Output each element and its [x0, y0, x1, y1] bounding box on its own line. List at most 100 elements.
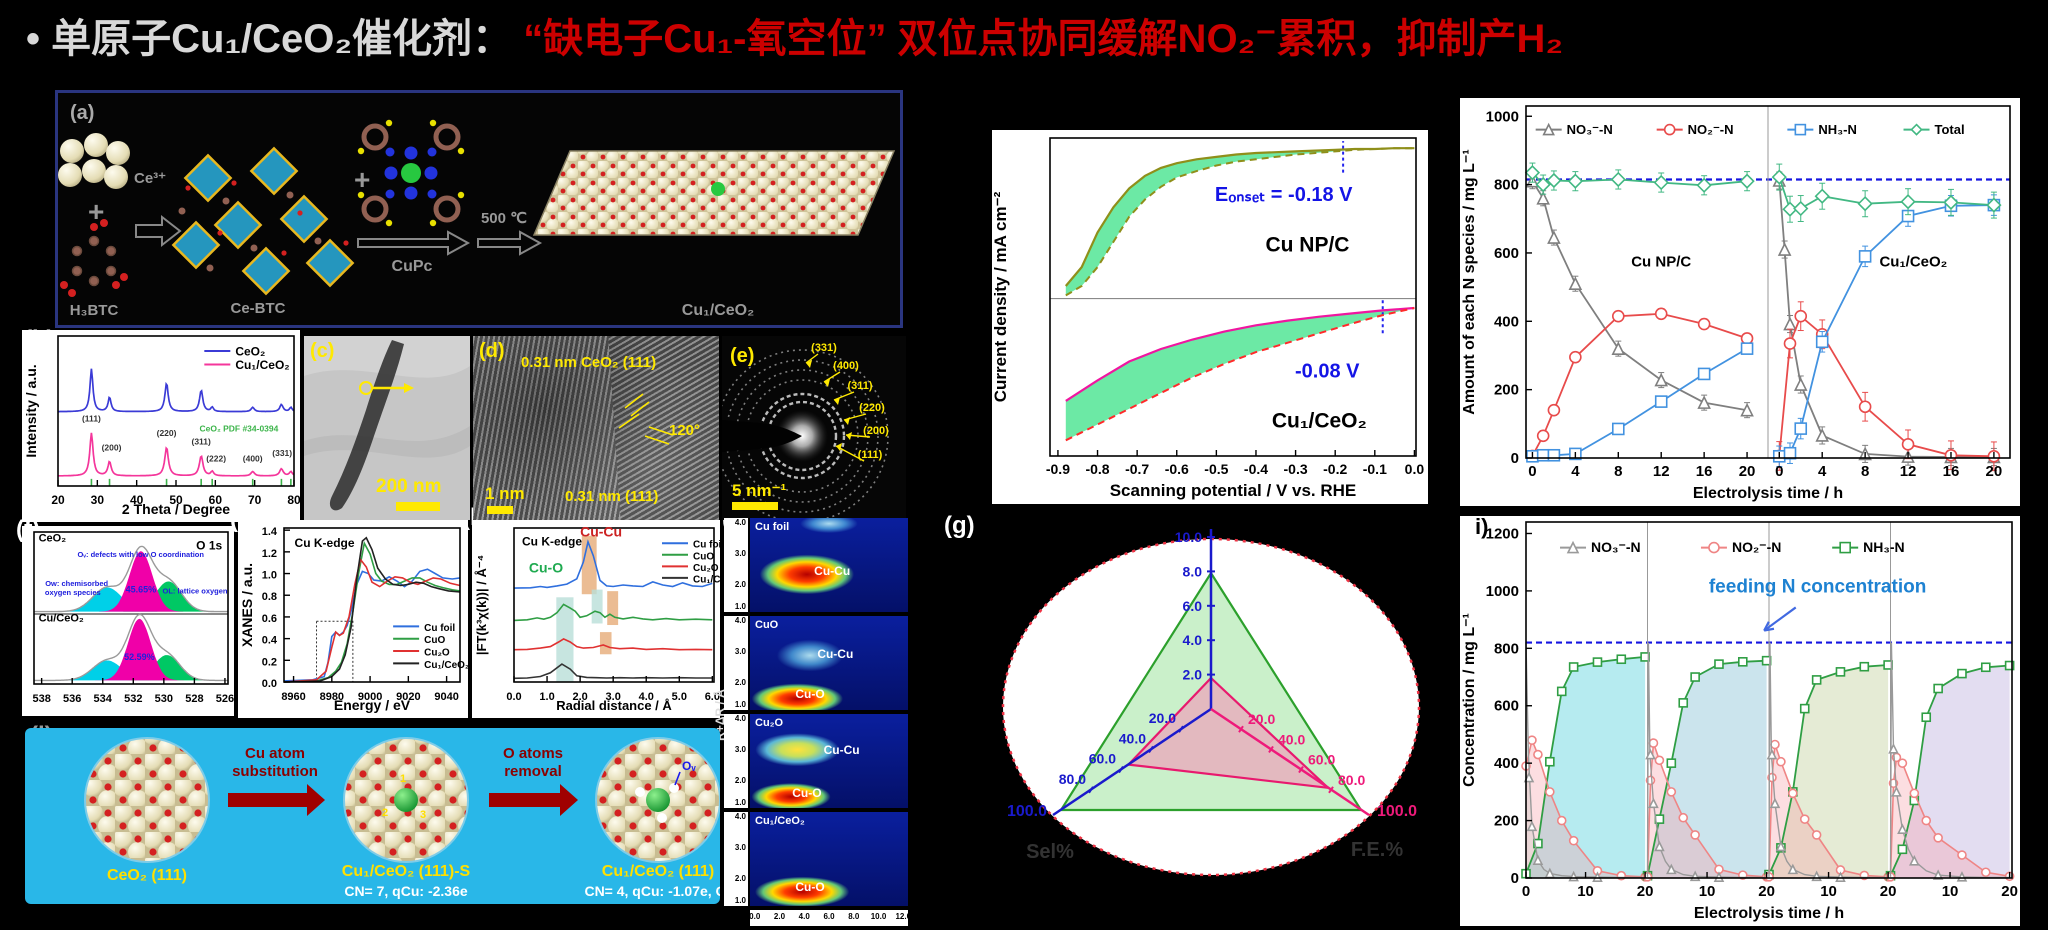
title-part1: 单原子Cu₁/CeO₂催化剂： [51, 17, 513, 61]
svg-text:400: 400 [1494, 313, 1519, 330]
svg-text:Radial distance / Å: Radial distance / Å [556, 698, 672, 713]
svg-text:CuO: CuO [693, 551, 714, 562]
svg-text:NO₂⁻-N: NO₂⁻-N [1688, 122, 1734, 137]
svg-text:4.0: 4.0 [1183, 632, 1203, 648]
svg-text:10.0: 10.0 [1175, 529, 1202, 545]
cn7-label: CN= 7, qCu: -2.36e [344, 883, 468, 899]
panel-a-letter: (a) [70, 102, 94, 124]
svg-text:-0.2: -0.2 [1323, 461, 1347, 477]
svg-text:5.0: 5.0 [672, 691, 687, 703]
svg-text:60: 60 [209, 493, 223, 507]
svg-text:20: 20 [1880, 883, 1897, 900]
svg-text:528: 528 [185, 693, 203, 705]
reaction-arrow-3 [477, 230, 543, 256]
svg-text:Concentration / mg L⁻¹: Concentration / mg L⁻¹ [1461, 613, 1478, 787]
svg-text:Eₒₙₛₑₜ = -0.18 V: Eₒₙₛₑₜ = -0.18 V [1215, 184, 1353, 206]
panel-d-hrtem-image: (d) 0.31 nm CeO₂ (111) 120° 1 nm 0.31 nm… [473, 336, 719, 520]
svg-text:800: 800 [1494, 177, 1519, 194]
svg-text:Amount of each N species / mg: Amount of each N species / mg L⁻¹ [1461, 149, 1478, 414]
site-number-1: 1 [400, 773, 406, 785]
svg-text:16: 16 [1943, 463, 1960, 480]
svg-text:5 nm⁻¹: 5 nm⁻¹ [732, 481, 787, 500]
oxygen-vacancy-label: Oᵥ [682, 759, 696, 773]
svg-text:Cu₁/CeO₂: Cu₁/CeO₂ [1879, 254, 1947, 271]
svg-text:0.4: 0.4 [262, 635, 278, 647]
svg-text:Cu NP/C: Cu NP/C [1265, 233, 1349, 256]
xrd-chart: 20 30 40 50 60 70 80 2 Theta / Degree Intensity … [22, 330, 300, 522]
svg-text:-0.4: -0.4 [1244, 461, 1268, 477]
svg-text:200: 200 [1494, 813, 1519, 830]
svg-text:Cu foil: Cu foil [424, 623, 455, 634]
arrow2-label-line1: O atoms [503, 745, 563, 762]
svg-text:4: 4 [1571, 463, 1580, 480]
svg-text:9000: 9000 [358, 691, 382, 703]
svg-text:52.59%: 52.59% [124, 652, 155, 662]
svg-text:20: 20 [1739, 463, 1756, 480]
svg-text:536: 536 [63, 693, 81, 705]
svg-text:|FT(k³χ(k))| / Å⁻⁴: |FT(k³χ(k))| / Å⁻⁴ [474, 555, 489, 655]
svg-text:Electrolysis time / h: Electrolysis time / h [1694, 905, 1844, 922]
svg-text:NO₂⁻-N: NO₂⁻-N [1732, 539, 1781, 555]
panel-g2-letter: (g) [944, 512, 975, 539]
svg-text:60.0: 60.0 [1308, 752, 1335, 768]
panel-e-saed-pattern: (111) (200) (220) (311) (400) (331) (e) 5 nm⁻¹ [722, 336, 906, 520]
panel-c-letter: (c) [310, 340, 335, 362]
xps-o1s-chart: 538 536 534 532 530 528 526 CeO₂ Cu/CeO₂ O 1sOᵥ: … [22, 526, 234, 716]
svg-text:(311): (311) [847, 380, 872, 392]
svg-text:CuO: CuO [424, 635, 445, 646]
svg-text:600: 600 [1494, 698, 1519, 715]
svg-text:NO₃⁻-N: NO₃⁻-N [1591, 539, 1641, 555]
svg-text:0: 0 [1511, 870, 1519, 887]
svg-text:Cu₁/CeO₂: Cu₁/CeO₂ [693, 574, 720, 585]
svg-text:Cu K-edge: Cu K-edge [295, 536, 355, 550]
svg-text:200: 200 [1494, 382, 1519, 399]
svg-text:i): i) [1475, 516, 1488, 539]
svg-text:CeO₂: CeO₂ [39, 533, 67, 545]
svg-text:(200): (200) [863, 425, 889, 437]
svg-text:8960: 8960 [281, 691, 305, 703]
ceo2-cluster [84, 737, 210, 863]
svg-text:Electrolysis time / h: Electrolysis time / h [1693, 485, 1843, 502]
svg-text:30: 30 [91, 493, 105, 507]
cu1-ceo2-s-label: Cu₁/CeO₂ (111)-S [342, 863, 471, 880]
svg-text:45.65%: 45.65% [126, 584, 157, 594]
svg-text:9020: 9020 [396, 691, 420, 703]
svg-text:(220): (220) [859, 402, 885, 414]
plus-sign-1: + [88, 196, 104, 227]
svg-text:6.0: 6.0 [1183, 598, 1203, 614]
svg-text:CeO₂ PDF #34-0394: CeO₂ PDF #34-0394 [199, 424, 278, 434]
substitution-arrow [228, 784, 325, 816]
svg-text:XANES / a.u.: XANES / a.u. [239, 563, 255, 647]
svg-text:8980: 8980 [320, 691, 344, 703]
svg-text:-0.5: -0.5 [1204, 461, 1228, 477]
svg-text:538: 538 [32, 693, 50, 705]
svg-text:8: 8 [1861, 463, 1869, 480]
cu1-ceo2-cluster: Oᵥ [595, 737, 721, 863]
svg-text:feeding N concentration: feeding N concentration [1709, 577, 1926, 598]
wavelet-panel-0: 4.0 3.0 2.0 1.0 Cu foil Cu-Cu [724, 518, 908, 612]
temperature-label: 500 ℃ [481, 210, 527, 227]
svg-text:-0.7: -0.7 [1125, 461, 1149, 477]
panel-d-letter: (d) [479, 340, 505, 362]
svg-text:Cu₂O: Cu₂O [693, 563, 719, 574]
svg-text:530: 530 [155, 693, 173, 705]
tem-rod-graphic [304, 336, 470, 520]
svg-text:8.0: 8.0 [1183, 563, 1203, 579]
svg-text:4.0: 4.0 [639, 691, 654, 703]
svg-text:20: 20 [1758, 883, 1775, 900]
svg-text:oxygen species: oxygen species [45, 588, 101, 597]
svg-text:2.0: 2.0 [572, 691, 587, 703]
slide-title: • 单原子Cu₁/CeO₂催化剂： “缺电子Cu₁-氧空位” 双位点协同缓解NO… [26, 6, 1563, 64]
svg-text:-0.3: -0.3 [1284, 461, 1308, 477]
site-number-2: 2 [382, 807, 388, 819]
svg-text:Cu K-edge: Cu K-edge [522, 535, 582, 549]
hrtem-angle-label: 120° [669, 422, 701, 439]
svg-text:0.0: 0.0 [262, 678, 277, 690]
svg-text:(220): (220) [157, 428, 177, 438]
hrtem-spacing-label-2: 0.31 nm (111) [565, 488, 659, 505]
removal-arrow [489, 784, 578, 816]
svg-text:(e): (e) [730, 345, 754, 367]
svg-text:40.0: 40.0 [1278, 731, 1305, 747]
svg-text:2.0: 2.0 [1183, 667, 1203, 683]
lattice-fringes-2 [608, 336, 719, 520]
